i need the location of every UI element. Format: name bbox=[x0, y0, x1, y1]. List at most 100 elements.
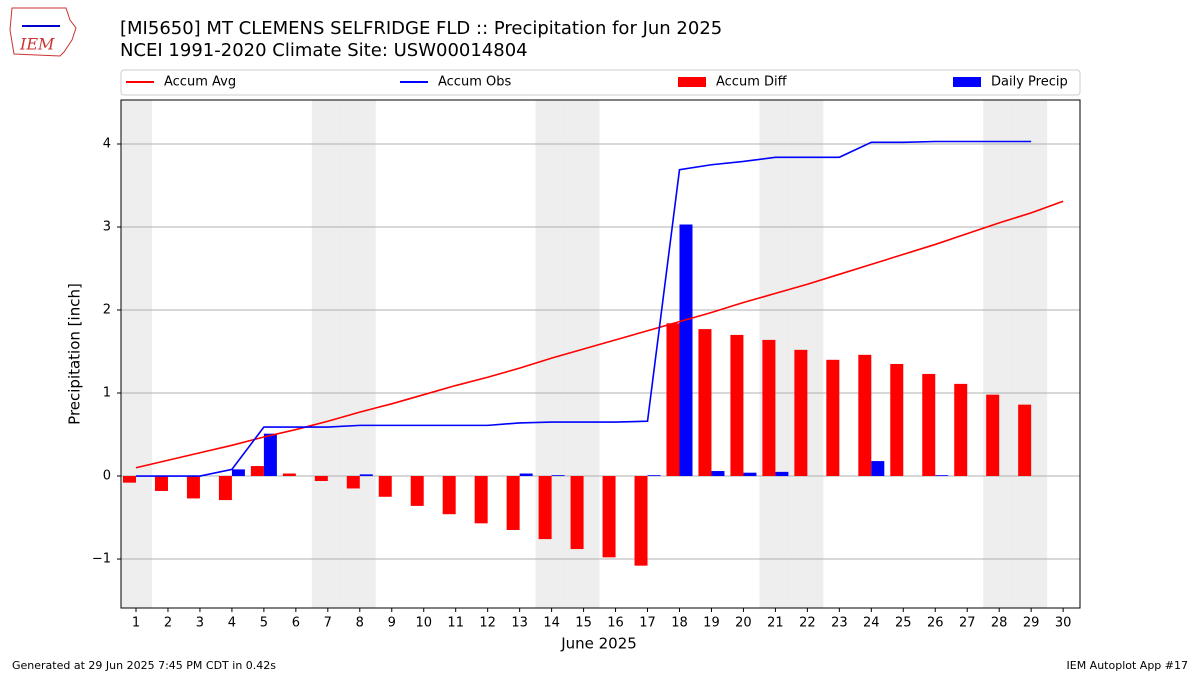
x-tick-label: 28 bbox=[991, 616, 1008, 631]
legend-label: Accum Obs bbox=[438, 75, 511, 90]
line bbox=[136, 140, 1032, 477]
bar bbox=[506, 476, 520, 530]
weekend-shade bbox=[121, 100, 152, 608]
bar bbox=[634, 476, 648, 566]
footer-right: IEM Autoplot App #17 bbox=[1067, 659, 1189, 672]
legend-box bbox=[120, 69, 1081, 96]
bar bbox=[231, 469, 245, 477]
y-tick-label: 4 bbox=[103, 136, 111, 151]
bar bbox=[250, 466, 264, 477]
bar bbox=[666, 323, 680, 477]
x-tick-label: 20 bbox=[735, 616, 752, 631]
line bbox=[135, 200, 1064, 469]
bar bbox=[263, 433, 277, 477]
y-tick-label: 3 bbox=[103, 220, 111, 235]
x-tick-label: 3 bbox=[196, 616, 204, 631]
x-tick-label: 14 bbox=[543, 616, 560, 631]
bar bbox=[871, 461, 885, 477]
weekend-shade bbox=[343, 100, 376, 608]
legend-label: Accum Diff bbox=[716, 75, 788, 90]
legend-swatch bbox=[678, 77, 706, 87]
x-tick-label: 12 bbox=[479, 616, 496, 631]
bar bbox=[762, 339, 776, 477]
x-tick-label: 9 bbox=[388, 616, 396, 631]
bar bbox=[954, 383, 968, 477]
x-tick-label: 17 bbox=[639, 616, 656, 631]
bar bbox=[314, 476, 328, 481]
x-tick-label: 18 bbox=[671, 616, 688, 631]
weekend-shade bbox=[983, 100, 1016, 608]
bar bbox=[711, 471, 725, 477]
bar bbox=[154, 476, 168, 491]
x-tick-label: 13 bbox=[511, 616, 528, 631]
x-tick-label: 5 bbox=[260, 616, 268, 631]
bar bbox=[826, 359, 840, 477]
x-tick-label: 4 bbox=[228, 616, 236, 631]
logo: IEM bbox=[9, 7, 77, 57]
x-tick-label: 11 bbox=[447, 616, 464, 631]
bar bbox=[410, 476, 424, 506]
bar bbox=[186, 476, 200, 499]
y-tick-label: 2 bbox=[103, 303, 111, 318]
bar bbox=[359, 474, 373, 477]
x-tick-label: 6 bbox=[292, 616, 300, 631]
bar bbox=[794, 349, 808, 477]
bar bbox=[282, 473, 296, 477]
legend-label: Daily Precip bbox=[991, 75, 1068, 90]
x-tick-label: 8 bbox=[356, 616, 364, 631]
x-tick-label: 25 bbox=[895, 616, 912, 631]
bar bbox=[730, 334, 744, 477]
x-tick-label: 19 bbox=[703, 616, 720, 631]
legend-swatch bbox=[953, 77, 981, 87]
logo-outline bbox=[9, 7, 77, 57]
bar bbox=[442, 476, 456, 515]
legend-label: Accum Avg bbox=[164, 75, 236, 90]
bar bbox=[602, 476, 616, 558]
x-tick-label: 2 bbox=[164, 616, 172, 631]
bar bbox=[378, 476, 392, 497]
bar bbox=[123, 476, 136, 483]
bar bbox=[743, 472, 757, 477]
bar bbox=[890, 363, 904, 477]
logo-text: IEM bbox=[19, 35, 55, 54]
y-tick-label: 0 bbox=[103, 469, 111, 484]
x-tick-label: 7 bbox=[324, 616, 332, 631]
x-tick-label: 26 bbox=[927, 616, 944, 631]
bar bbox=[1018, 404, 1032, 477]
bar bbox=[775, 471, 789, 477]
bar bbox=[935, 475, 949, 477]
x-tick-label: 1 bbox=[132, 616, 140, 631]
bar bbox=[474, 476, 488, 524]
bar bbox=[570, 476, 584, 550]
x-tick-label: 30 bbox=[1055, 616, 1072, 631]
y-axis-label: Precipitation [inch] bbox=[66, 283, 84, 425]
footer-left: Generated at 29 Jun 2025 7:45 PM CDT in … bbox=[12, 659, 276, 672]
weekend-shade bbox=[1015, 100, 1048, 608]
x-tick-label: 29 bbox=[1023, 616, 1040, 631]
x-tick-label: 22 bbox=[799, 616, 816, 631]
x-tick-label: 27 bbox=[959, 616, 976, 631]
chart-subtitle: NCEI 1991-2020 Climate Site: USW00014804 bbox=[120, 40, 528, 61]
bar bbox=[698, 329, 712, 477]
bar bbox=[346, 476, 360, 489]
x-tick-label: 24 bbox=[863, 616, 880, 631]
y-tick-label: −1 bbox=[92, 552, 111, 567]
chart-title: [MI5650] MT CLEMENS SELFRIDGE FLD :: Pre… bbox=[120, 18, 722, 39]
y-tick-label: 1 bbox=[103, 386, 111, 401]
plot-frame bbox=[120, 99, 1081, 609]
x-tick-label: 21 bbox=[767, 616, 784, 631]
bar bbox=[538, 476, 552, 540]
bar bbox=[986, 394, 1000, 477]
bar bbox=[647, 475, 661, 477]
bar bbox=[858, 354, 872, 477]
bar bbox=[519, 473, 533, 477]
bar bbox=[679, 224, 693, 477]
x-tick-label: 15 bbox=[575, 616, 592, 631]
bar bbox=[218, 476, 232, 501]
x-tick-label: 10 bbox=[415, 616, 432, 631]
x-tick-label: 16 bbox=[607, 616, 624, 631]
bar bbox=[922, 373, 936, 477]
x-tick-label: 23 bbox=[831, 616, 848, 631]
x-axis-label: June 2025 bbox=[560, 635, 637, 653]
